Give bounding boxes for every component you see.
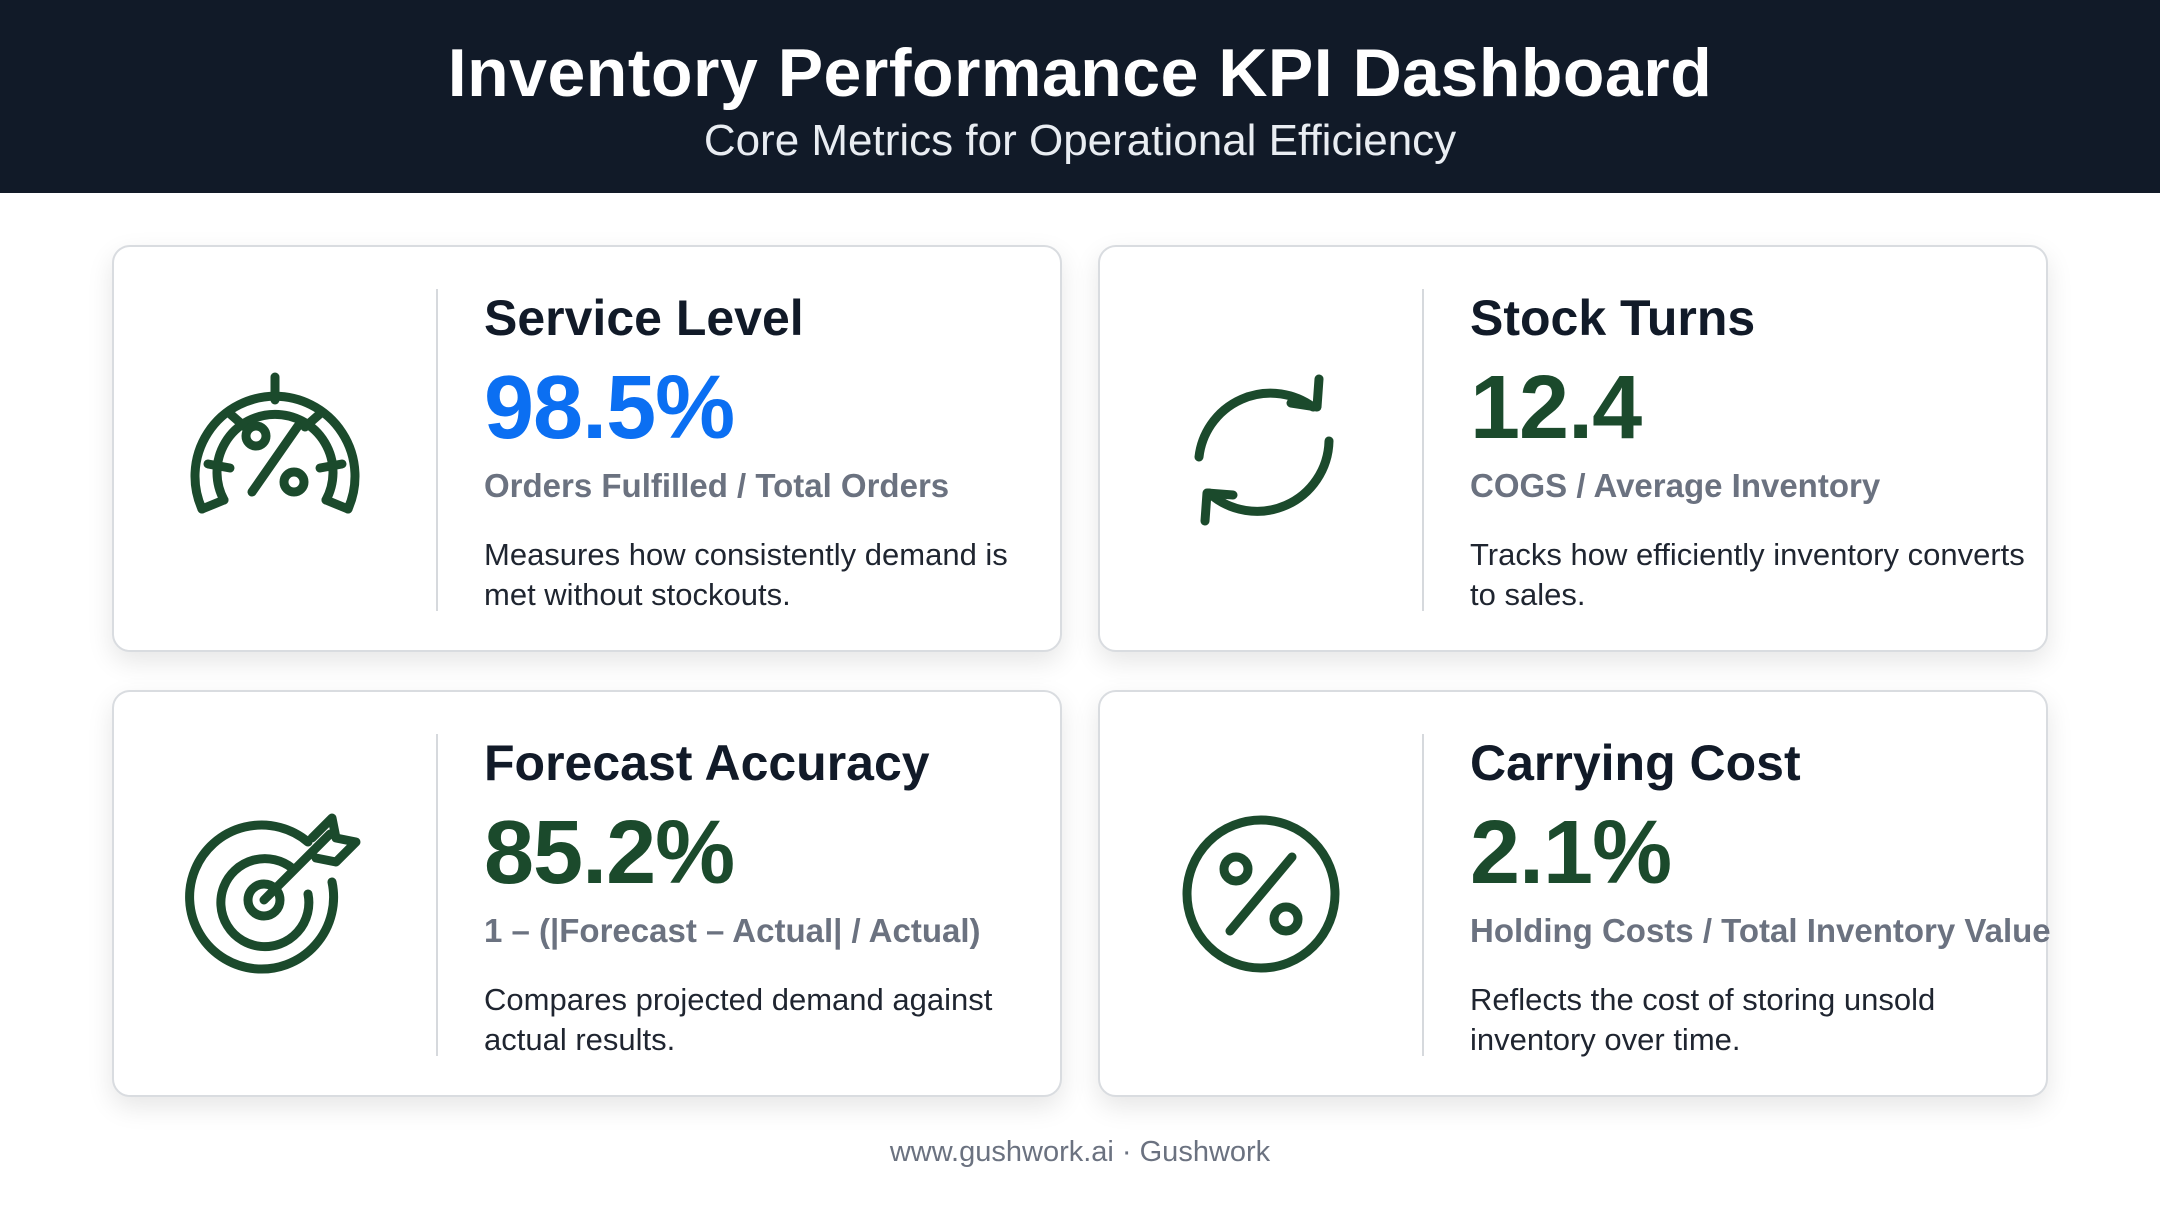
card-divider (1422, 289, 1424, 611)
page-title: Inventory Performance KPI Dashboard (447, 35, 1713, 111)
kpi-formula: COGS / Average Inventory (1470, 467, 1881, 504)
kpi-title: Stock Turns (1470, 290, 1756, 346)
kpi-description: Tracks how efficiently inventory convert… (1470, 537, 2025, 612)
kpi-value: 2.1% (1470, 803, 1672, 903)
refresh-cycle-icon (1194, 374, 1334, 525)
target-arrow-icon (185, 813, 361, 973)
kpi-description: Measures how consistently demand is met … (484, 537, 1008, 612)
kpi-title: Service Level (484, 290, 804, 346)
header-banner: Inventory Performance KPI Dashboard Core… (0, 0, 2160, 193)
card-divider (436, 289, 438, 611)
kpi-card-carrying-cost: Carrying Cost 2.1% Holding Costs / Total… (1098, 690, 2051, 1097)
kpi-title: Forecast Accuracy (484, 735, 930, 791)
page-subtitle: Core Metrics for Operational Efficiency (703, 116, 1457, 165)
kpi-description: Compares projected demand against actual… (484, 982, 993, 1057)
card-divider (436, 734, 438, 1056)
kpi-formula: 1 – (|Forecast – Actual| / Actual) (484, 912, 981, 949)
kpi-formula: Holding Costs / Total Inventory Value (1470, 912, 2051, 949)
percent-circle-icon (1182, 815, 1340, 972)
kpi-card-service-level: Service Level 98.5% Orders Fulfilled / T… (112, 245, 1062, 652)
card-divider (1422, 734, 1424, 1056)
kpi-card-forecast-accuracy: Forecast Accuracy 85.2% 1 – (|Forecast –… (112, 690, 1062, 1097)
footer-attribution: www.gushwork.ai · Gushwork (889, 1136, 1271, 1168)
kpi-value: 85.2% (484, 803, 735, 903)
kpi-value: 12.4 (1470, 358, 1642, 458)
kpi-card-stock-turns: Stock Turns 12.4 COGS / Average Inventor… (1098, 245, 2048, 652)
gauge-percent-icon (190, 372, 360, 513)
kpi-formula: Orders Fulfilled / Total Orders (484, 467, 950, 504)
kpi-value: 98.5% (484, 358, 735, 458)
kpi-title: Carrying Cost (1470, 735, 1801, 791)
kpi-description: Reflects the cost of storing unsold inve… (1470, 982, 1936, 1057)
